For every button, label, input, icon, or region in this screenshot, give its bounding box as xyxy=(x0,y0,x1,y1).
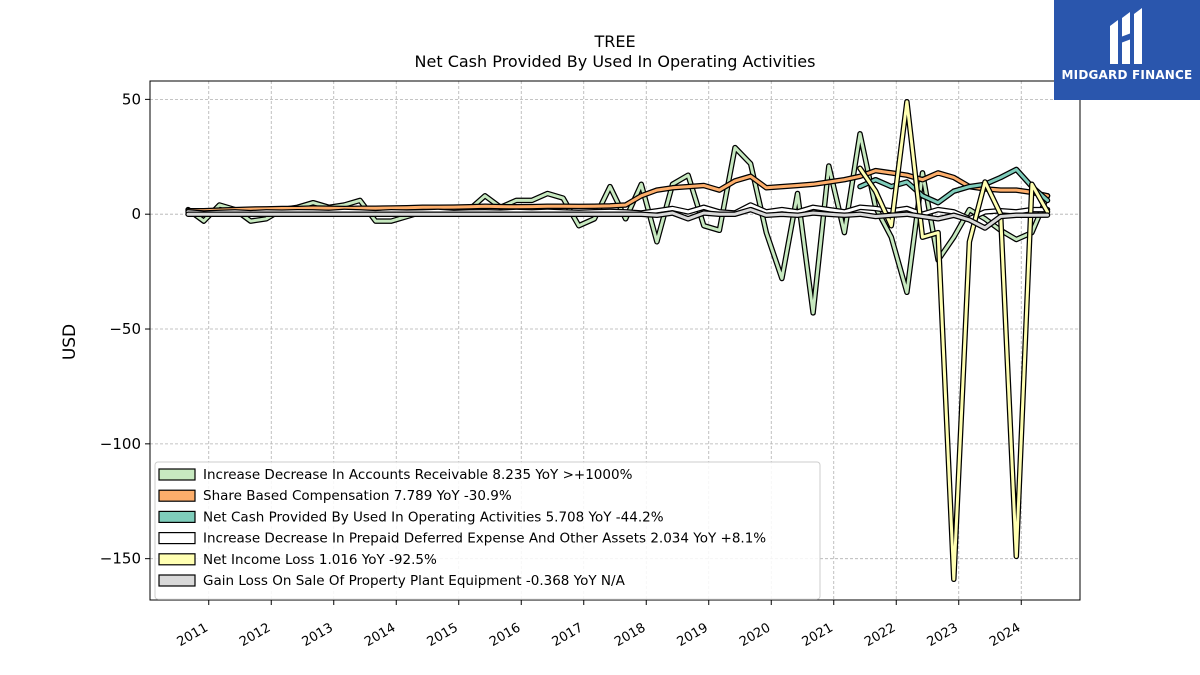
series-line-1 xyxy=(186,169,1049,213)
legend-swatch xyxy=(158,468,196,481)
series-line-2 xyxy=(858,167,1049,205)
legend-swatch xyxy=(158,574,196,587)
x-tick-label: 2024 xyxy=(987,620,1023,650)
y-axis-label: USD xyxy=(60,324,80,360)
legend-swatch xyxy=(158,489,196,502)
x-tick-label: 2019 xyxy=(675,620,711,650)
legend-entry: Net Cash Provided By Used In Operating A… xyxy=(203,509,664,525)
chart-subtitle: Net Cash Provided By Used In Operating A… xyxy=(415,52,816,71)
series-lines xyxy=(185,98,1051,583)
legend-box xyxy=(154,461,821,600)
y-tick-label: −100 xyxy=(100,435,141,453)
brand-name: MIDGARD FINANCE xyxy=(1061,68,1193,82)
x-tick-label: 2023 xyxy=(925,620,961,650)
legend-swatch xyxy=(158,531,196,545)
legend-entry: Increase Decrease In Accounts Receivable… xyxy=(203,467,633,483)
midgard-finance-logo: MIDGARD FINANCE xyxy=(1054,0,1200,100)
x-tick-label: 2020 xyxy=(737,620,773,650)
legend-entry: Share Based Compensation 7.789 YoY -30.9… xyxy=(203,488,512,504)
legend-entry: Increase Decrease In Prepaid Deferred Ex… xyxy=(203,531,766,547)
x-tick-label: 2022 xyxy=(862,620,898,650)
legend-entry: Gain Loss On Sale Of Property Plant Equi… xyxy=(203,573,626,589)
y-tick-label: −50 xyxy=(109,320,141,338)
y-tick-label: −150 xyxy=(100,550,141,568)
x-tick-label: 2014 xyxy=(362,620,398,650)
plot-frame xyxy=(149,80,1081,601)
y-tick-label: 50 xyxy=(122,90,141,108)
x-tick-label: 2013 xyxy=(300,620,336,650)
legend: Increase Decrease In Accounts Receivable… xyxy=(154,461,821,600)
x-tick-label: 2018 xyxy=(612,620,648,650)
series-line-5 xyxy=(186,208,1049,230)
x-tick-label: 2011 xyxy=(175,620,211,650)
chart-title: TREE xyxy=(593,32,635,51)
series-line-4 xyxy=(858,100,1049,581)
legend-swatch xyxy=(158,510,196,523)
legend-entry: Net Income Loss 1.016 YoY -92.5% xyxy=(203,552,437,568)
x-tick-label: 2021 xyxy=(800,620,836,650)
brand-mark-icon xyxy=(1110,8,1142,64)
x-tick-label: 2012 xyxy=(237,620,273,650)
x-tick-label: 2017 xyxy=(550,620,586,650)
y-tick-label: 0 xyxy=(131,205,141,223)
x-tick-label: 2016 xyxy=(487,620,523,650)
legend-swatch xyxy=(158,553,196,566)
x-tick-label: 2015 xyxy=(425,620,461,650)
